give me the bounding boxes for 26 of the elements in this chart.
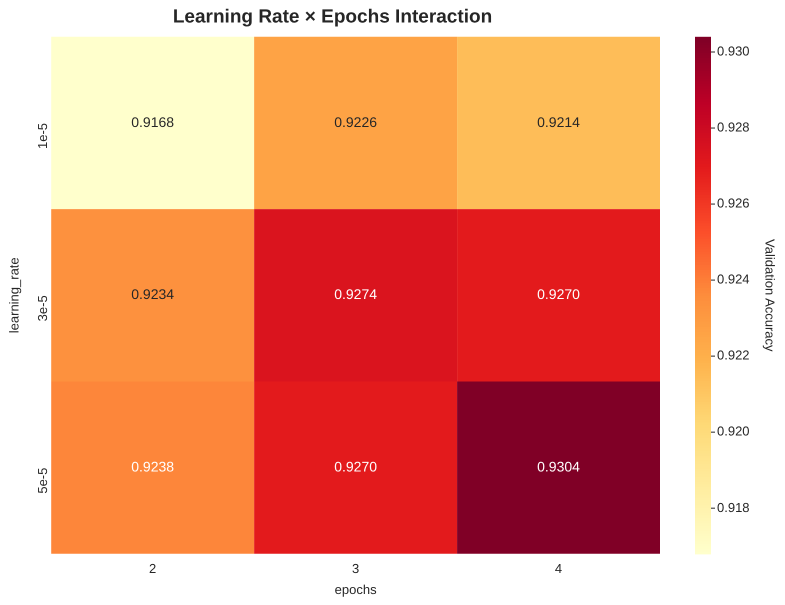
color-bar-label: 0.920 xyxy=(717,424,750,439)
y-tick-label: 1e-5 xyxy=(34,122,50,149)
color-bar-label: 0.928 xyxy=(717,120,750,135)
data-label: 0.9226 xyxy=(334,114,378,130)
color-bar-label: 0.924 xyxy=(717,272,750,287)
data-label: 0.9270 xyxy=(334,458,378,474)
color-bar-title: Validation Accuracy xyxy=(762,239,778,352)
data-label: 0.9168 xyxy=(131,114,174,130)
x-tick-label: 4 xyxy=(554,561,562,576)
data-label: 0.9304 xyxy=(537,458,580,474)
data-label: 0.9270 xyxy=(537,286,580,302)
data-label: 0.9238 xyxy=(131,458,174,474)
y-tick-label: 5e-5 xyxy=(34,468,50,494)
x-tick-label: 2 xyxy=(149,561,156,576)
y-axis-title: learning_rate xyxy=(6,257,22,334)
x-tick-label: 3 xyxy=(352,561,360,576)
x-axis-title: epochs xyxy=(334,582,378,597)
color-bar-label: 0.918 xyxy=(717,500,750,515)
color-bar-label: 0.930 xyxy=(717,44,750,59)
data-label: 0.9274 xyxy=(334,286,378,302)
y-tick-label: 3e-5 xyxy=(34,295,50,322)
data-label: 0.9234 xyxy=(131,286,174,302)
chart-title: Learning Rate × Epochs Interaction xyxy=(172,6,492,28)
color-bar-label: 0.926 xyxy=(717,196,750,211)
data-label: 0.9214 xyxy=(537,114,580,130)
color-bar-label: 0.922 xyxy=(717,348,750,363)
